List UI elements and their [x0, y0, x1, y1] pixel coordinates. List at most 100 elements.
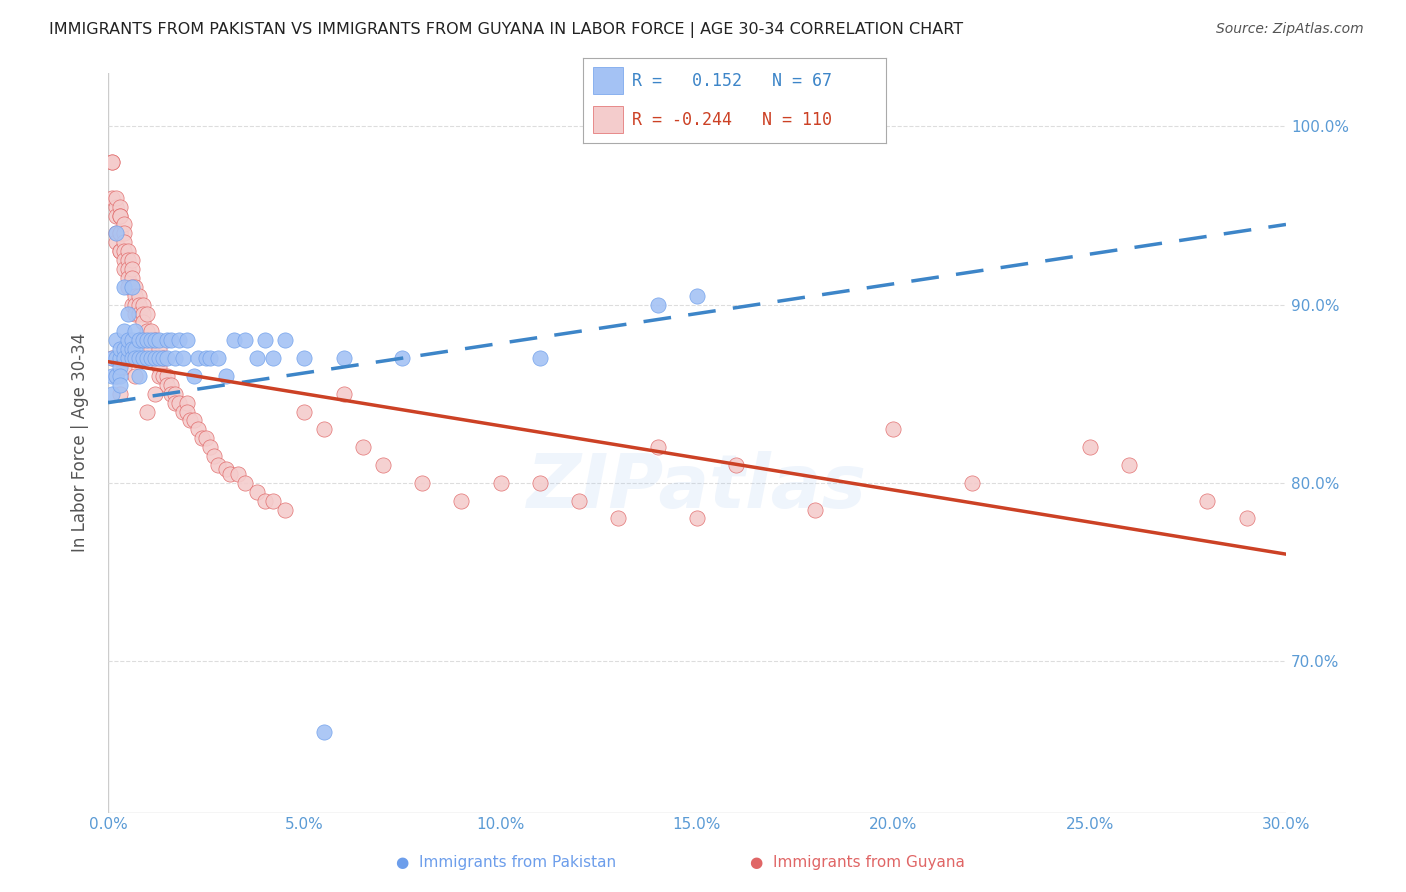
- Point: [136, 307, 159, 321]
- Point: [226, 467, 249, 481]
- Point: [156, 333, 179, 347]
- Point: [121, 333, 143, 347]
- Point: [246, 484, 269, 499]
- Point: [112, 227, 135, 241]
- Point: [121, 298, 143, 312]
- Point: [312, 725, 335, 739]
- Point: [179, 413, 201, 427]
- Point: [568, 493, 591, 508]
- Point: [128, 333, 150, 347]
- Point: [143, 351, 166, 365]
- Point: [195, 431, 218, 445]
- Point: [121, 271, 143, 285]
- Point: [254, 333, 277, 347]
- Point: [195, 351, 218, 365]
- Point: [108, 209, 131, 223]
- Point: [112, 325, 135, 339]
- Point: [112, 351, 135, 365]
- Point: [152, 351, 174, 365]
- Point: [391, 351, 413, 365]
- Point: [183, 413, 205, 427]
- Point: [112, 342, 135, 356]
- Point: [159, 377, 181, 392]
- Point: [104, 333, 127, 347]
- Point: [647, 440, 669, 454]
- Point: [128, 307, 150, 321]
- Point: [202, 449, 225, 463]
- Point: [152, 368, 174, 383]
- Point: [108, 244, 131, 259]
- Point: [882, 422, 904, 436]
- Point: [117, 342, 139, 356]
- Point: [143, 386, 166, 401]
- Point: [112, 359, 135, 374]
- Text: ●  Immigrants from Pakistan: ● Immigrants from Pakistan: [396, 855, 616, 870]
- Text: Source: ZipAtlas.com: Source: ZipAtlas.com: [1216, 22, 1364, 37]
- Point: [163, 351, 186, 365]
- Point: [529, 475, 551, 490]
- Point: [686, 289, 709, 303]
- Point: [104, 227, 127, 241]
- Point: [159, 333, 181, 347]
- Point: [141, 333, 163, 347]
- Point: [136, 333, 159, 347]
- Point: [104, 368, 127, 383]
- Point: [104, 368, 127, 383]
- Point: [104, 200, 127, 214]
- Point: [198, 440, 221, 454]
- Point: [176, 333, 198, 347]
- Point: [148, 359, 170, 374]
- Point: [262, 493, 284, 508]
- Point: [1197, 493, 1219, 508]
- Point: [101, 351, 124, 365]
- Point: [1118, 458, 1140, 472]
- Point: [176, 404, 198, 418]
- Point: [124, 351, 146, 365]
- Bar: [592, 67, 623, 95]
- Point: [273, 333, 295, 347]
- Point: [108, 351, 131, 365]
- Point: [141, 325, 163, 339]
- Point: [124, 280, 146, 294]
- Point: [104, 191, 127, 205]
- Point: [167, 395, 190, 409]
- Point: [235, 333, 257, 347]
- Point: [128, 351, 150, 365]
- Point: [117, 244, 139, 259]
- Point: [121, 262, 143, 277]
- Bar: [592, 106, 623, 134]
- Point: [141, 342, 163, 356]
- Point: [143, 333, 166, 347]
- Point: [108, 368, 131, 383]
- Point: [117, 307, 139, 321]
- Point: [101, 386, 124, 401]
- Point: [112, 235, 135, 250]
- Point: [117, 333, 139, 347]
- Point: [124, 342, 146, 356]
- Text: R = -0.244   N = 110: R = -0.244 N = 110: [631, 111, 832, 128]
- Point: [172, 351, 194, 365]
- Point: [148, 333, 170, 347]
- Point: [108, 227, 131, 241]
- Point: [108, 342, 131, 356]
- Point: [450, 493, 472, 508]
- Point: [108, 359, 131, 374]
- Point: [104, 351, 127, 365]
- Point: [152, 351, 174, 365]
- Point: [254, 493, 277, 508]
- Point: [218, 467, 240, 481]
- Point: [108, 227, 131, 241]
- Point: [124, 289, 146, 303]
- Point: [187, 422, 209, 436]
- Point: [132, 316, 155, 330]
- Point: [128, 289, 150, 303]
- Point: [112, 218, 135, 232]
- Point: [101, 368, 124, 383]
- Point: [332, 351, 354, 365]
- Point: [163, 386, 186, 401]
- Point: [136, 333, 159, 347]
- Point: [207, 351, 229, 365]
- Point: [132, 307, 155, 321]
- Point: [262, 351, 284, 365]
- Point: [246, 351, 269, 365]
